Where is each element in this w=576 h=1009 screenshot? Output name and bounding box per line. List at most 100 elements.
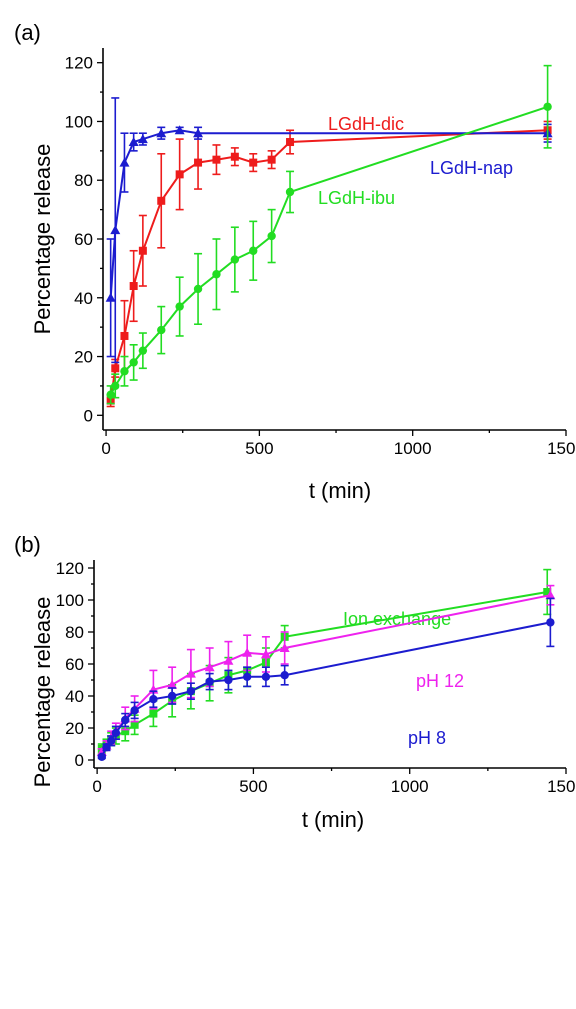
y-axis-title: Percentage release bbox=[30, 597, 55, 788]
panel-label: (a) bbox=[14, 20, 41, 45]
x-tick-label: 0 bbox=[101, 439, 110, 458]
x-tick-label: 1500 bbox=[547, 777, 576, 796]
data-point bbox=[543, 102, 552, 111]
data-point bbox=[212, 155, 221, 164]
y-tick-label: 80 bbox=[74, 171, 93, 190]
y-tick-label: 20 bbox=[74, 348, 93, 367]
y-tick-label: 40 bbox=[65, 687, 84, 706]
data-point bbox=[285, 187, 295, 197]
x-tick-label: 1000 bbox=[394, 439, 432, 458]
series-lgdh-ibu bbox=[106, 64, 552, 405]
data-point bbox=[280, 671, 289, 680]
data-point bbox=[205, 677, 214, 686]
data-point bbox=[106, 736, 116, 745]
panel-label: (b) bbox=[14, 532, 41, 557]
data-point bbox=[545, 590, 556, 600]
data-point bbox=[230, 255, 240, 264]
data-point bbox=[224, 675, 233, 685]
data-point bbox=[157, 196, 166, 205]
data-point bbox=[242, 672, 252, 681]
data-point bbox=[110, 225, 121, 235]
data-point bbox=[119, 157, 130, 167]
data-point bbox=[175, 170, 184, 179]
series-label: Ion exchange bbox=[343, 609, 451, 629]
series-label: pH 12 bbox=[416, 671, 464, 691]
y-tick-label: 80 bbox=[65, 623, 84, 642]
data-point bbox=[105, 292, 116, 302]
series-line bbox=[101, 591, 548, 750]
x-axis-title: t (min) bbox=[302, 807, 364, 832]
series-line bbox=[109, 129, 548, 298]
series-label: LGdH-dic bbox=[328, 114, 404, 134]
y-tick-label: 20 bbox=[65, 719, 84, 738]
y-tick-label: 60 bbox=[74, 230, 93, 249]
data-point bbox=[242, 647, 253, 657]
series-label: pH 8 bbox=[408, 728, 446, 748]
data-point bbox=[128, 137, 139, 147]
data-point bbox=[267, 231, 276, 241]
data-point bbox=[223, 655, 234, 665]
data-point bbox=[167, 679, 178, 689]
series-label: LGdH-ibu bbox=[318, 188, 395, 208]
data-point bbox=[121, 715, 130, 725]
data-point bbox=[193, 128, 204, 138]
data-point bbox=[97, 752, 107, 761]
data-point bbox=[546, 618, 555, 627]
data-point bbox=[120, 331, 129, 340]
data-point bbox=[138, 346, 148, 355]
data-point bbox=[260, 649, 271, 659]
chart-panel-a: 0 20 40 60 80 100 120 0 500 1000 1500 t (min) Percen… bbox=[14, 20, 576, 503]
data-point bbox=[204, 662, 215, 672]
y-axis-title: Percentage release bbox=[30, 144, 55, 335]
y-tick-label: 100 bbox=[65, 112, 93, 131]
data-point bbox=[267, 155, 276, 164]
data-point bbox=[174, 125, 185, 135]
data-point bbox=[543, 588, 552, 596]
data-point bbox=[149, 695, 158, 704]
data-point bbox=[129, 282, 138, 291]
x-tick-label: 0 bbox=[92, 777, 101, 796]
data-point bbox=[102, 743, 111, 752]
x-tick-label: 1000 bbox=[391, 777, 429, 796]
data-point bbox=[249, 246, 258, 255]
data-point bbox=[120, 367, 129, 376]
data-point bbox=[111, 728, 121, 737]
series-line bbox=[100, 621, 551, 758]
series-label: LGdH-nap bbox=[430, 158, 513, 178]
data-point bbox=[121, 727, 130, 736]
data-point bbox=[185, 668, 196, 678]
data-point bbox=[261, 672, 271, 681]
x-tick-label: 500 bbox=[239, 777, 267, 796]
data-point bbox=[230, 152, 239, 161]
series-ion-exchange bbox=[97, 568, 552, 755]
data-point bbox=[212, 270, 221, 279]
y-tick-label: 120 bbox=[65, 54, 93, 73]
data-point bbox=[130, 720, 139, 729]
x-tick-label: 1500 bbox=[547, 439, 576, 458]
data-point bbox=[286, 138, 295, 147]
data-point bbox=[249, 158, 258, 167]
series-line bbox=[100, 594, 551, 753]
data-point bbox=[129, 358, 138, 367]
y-tick-label: 0 bbox=[75, 751, 84, 770]
y-tick-label: 0 bbox=[84, 406, 93, 425]
x-axis-title: t (min) bbox=[309, 478, 371, 503]
data-point bbox=[157, 325, 166, 335]
data-point bbox=[156, 128, 167, 138]
data-point bbox=[149, 709, 158, 718]
data-point bbox=[111, 364, 120, 373]
data-point bbox=[167, 691, 177, 701]
data-point bbox=[111, 381, 120, 391]
series-lgdh-nap bbox=[105, 97, 553, 364]
y-tick-label: 120 bbox=[56, 559, 84, 578]
data-point bbox=[138, 246, 147, 255]
series-ph-12 bbox=[96, 584, 556, 757]
data-point bbox=[106, 390, 115, 399]
y-tick-label: 60 bbox=[65, 655, 84, 674]
chart-panel-b: 0 20 40 60 80 100 120 0 500 1000 1500 t (min) Percen… bbox=[14, 532, 576, 832]
data-point bbox=[137, 134, 148, 144]
data-point bbox=[130, 706, 139, 715]
data-point bbox=[194, 158, 203, 167]
series-ph-8 bbox=[97, 597, 555, 761]
